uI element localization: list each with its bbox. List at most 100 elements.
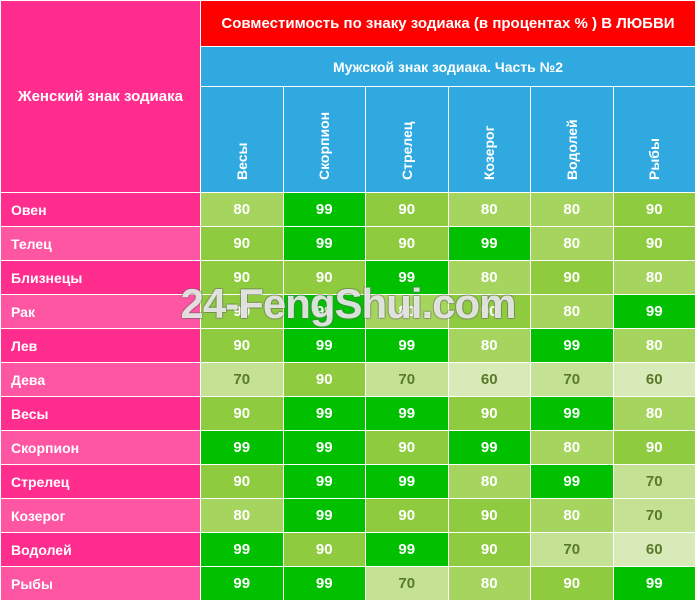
value-cell: 99 <box>366 397 449 431</box>
col-header: Рыбы <box>613 87 696 193</box>
value-cell: 80 <box>448 465 531 499</box>
value-cell: 90 <box>448 397 531 431</box>
value-cell: 90 <box>531 567 614 601</box>
table-row: Стрелец909999809970 <box>1 465 696 499</box>
table-row: Телец909990998090 <box>1 227 696 261</box>
table-row: Рак909980908099 <box>1 295 696 329</box>
value-cell: 90 <box>201 227 284 261</box>
value-cell: 80 <box>448 329 531 363</box>
row-label: Скорпион <box>1 431 201 465</box>
col-header-label: Рыбы <box>646 100 662 180</box>
value-cell: 70 <box>366 363 449 397</box>
row-label: Рак <box>1 295 201 329</box>
value-cell: 99 <box>283 227 366 261</box>
value-cell: 99 <box>283 193 366 227</box>
value-cell: 70 <box>531 363 614 397</box>
value-cell: 90 <box>448 295 531 329</box>
value-cell: 99 <box>531 465 614 499</box>
value-cell: 99 <box>531 329 614 363</box>
value-cell: 70 <box>366 567 449 601</box>
value-cell: 80 <box>201 499 284 533</box>
col-header: Козерог <box>448 87 531 193</box>
table-row: Овен809990808090 <box>1 193 696 227</box>
corner-header: Женский знак зодиака <box>1 1 201 193</box>
value-cell: 90 <box>613 431 696 465</box>
value-cell: 80 <box>366 295 449 329</box>
table-row: Лев909999809980 <box>1 329 696 363</box>
value-cell: 70 <box>201 363 284 397</box>
value-cell: 99 <box>613 295 696 329</box>
value-cell: 80 <box>613 329 696 363</box>
value-cell: 80 <box>448 567 531 601</box>
value-cell: 99 <box>448 431 531 465</box>
table-row: Скорпион999990998090 <box>1 431 696 465</box>
value-cell: 80 <box>531 431 614 465</box>
value-cell: 90 <box>201 261 284 295</box>
value-cell: 99 <box>531 397 614 431</box>
value-cell: 70 <box>613 499 696 533</box>
row-label: Дева <box>1 363 201 397</box>
col-header-label: Стрелец <box>399 100 415 180</box>
col-header: Весы <box>201 87 284 193</box>
table-row: Дева709070607060 <box>1 363 696 397</box>
value-cell: 99 <box>613 567 696 601</box>
col-header: Стрелец <box>366 87 449 193</box>
row-label: Весы <box>1 397 201 431</box>
value-cell: 80 <box>201 193 284 227</box>
table-row: Рыбы999970809099 <box>1 567 696 601</box>
value-cell: 99 <box>366 329 449 363</box>
value-cell: 99 <box>283 295 366 329</box>
value-cell: 90 <box>201 329 284 363</box>
table-row: Водолей999099907060 <box>1 533 696 567</box>
value-cell: 90 <box>613 227 696 261</box>
value-cell: 99 <box>201 431 284 465</box>
row-label: Козерог <box>1 499 201 533</box>
col-header-label: Скорпион <box>316 100 332 180</box>
value-cell: 80 <box>613 397 696 431</box>
row-label: Близнецы <box>1 261 201 295</box>
col-header-label: Водолей <box>564 100 580 180</box>
value-cell: 60 <box>613 363 696 397</box>
compatibility-table: Женский знак зодиака Совместимость по зн… <box>0 0 696 601</box>
value-cell: 90 <box>283 261 366 295</box>
value-cell: 80 <box>448 261 531 295</box>
value-cell: 99 <box>366 261 449 295</box>
subtitle-header: Мужской знак зодиака. Часть №2 <box>201 47 696 87</box>
value-cell: 99 <box>283 567 366 601</box>
value-cell: 90 <box>366 431 449 465</box>
value-cell: 90 <box>531 261 614 295</box>
value-cell: 99 <box>283 431 366 465</box>
value-cell: 90 <box>366 193 449 227</box>
row-label: Лев <box>1 329 201 363</box>
value-cell: 90 <box>366 227 449 261</box>
value-cell: 80 <box>613 261 696 295</box>
value-cell: 90 <box>448 499 531 533</box>
value-cell: 99 <box>283 329 366 363</box>
value-cell: 80 <box>531 193 614 227</box>
row-label: Рыбы <box>1 567 201 601</box>
value-cell: 99 <box>366 465 449 499</box>
value-cell: 99 <box>283 465 366 499</box>
col-header-label: Весы <box>234 100 250 180</box>
col-header: Скорпион <box>283 87 366 193</box>
col-header: Водолей <box>531 87 614 193</box>
value-cell: 90 <box>448 533 531 567</box>
value-cell: 90 <box>283 533 366 567</box>
value-cell: 99 <box>201 533 284 567</box>
value-cell: 70 <box>613 465 696 499</box>
value-cell: 99 <box>283 397 366 431</box>
value-cell: 80 <box>448 193 531 227</box>
table-row: Близнецы909099809080 <box>1 261 696 295</box>
table-row: Козерог809990908070 <box>1 499 696 533</box>
col-header-label: Козерог <box>481 100 497 180</box>
title-header: Совместимость по знаку зодиака (в процен… <box>201 1 696 47</box>
value-cell: 70 <box>531 533 614 567</box>
row-label: Телец <box>1 227 201 261</box>
value-cell: 90 <box>283 363 366 397</box>
value-cell: 80 <box>531 295 614 329</box>
value-cell: 90 <box>201 465 284 499</box>
row-label: Водолей <box>1 533 201 567</box>
value-cell: 99 <box>201 567 284 601</box>
value-cell: 99 <box>448 227 531 261</box>
row-label: Овен <box>1 193 201 227</box>
